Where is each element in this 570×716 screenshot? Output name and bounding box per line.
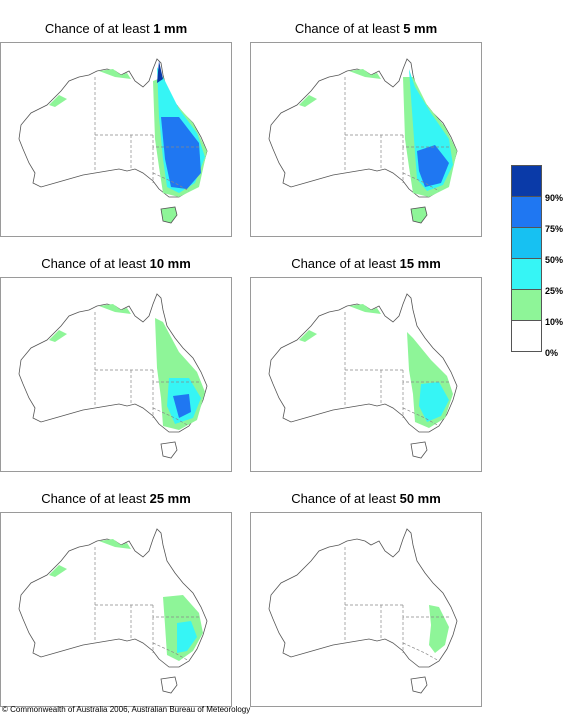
legend-label-25: 25% bbox=[545, 286, 564, 296]
legend-swatch-75 bbox=[511, 196, 542, 228]
australia-map bbox=[250, 277, 482, 472]
legend-swatch-25 bbox=[511, 258, 542, 290]
legend-swatch-50 bbox=[511, 227, 542, 259]
panel-title: Chance of at least 25 mm bbox=[41, 491, 191, 506]
legend-label-10: 10% bbox=[545, 317, 564, 327]
australia-map bbox=[0, 512, 232, 707]
panel-title: Chance of at least 1 mm bbox=[44, 21, 188, 36]
legend-swatch-90 bbox=[511, 165, 542, 197]
legend-swatch-0 bbox=[511, 320, 542, 352]
australia-map bbox=[0, 277, 232, 472]
legend-label-0: 0% bbox=[545, 348, 559, 358]
legend-label-50: 50% bbox=[545, 255, 564, 265]
australia-map bbox=[250, 42, 482, 237]
australia-map bbox=[250, 512, 482, 707]
legend-label-75: 75% bbox=[545, 224, 564, 234]
panel-title: Chance of at least 10 mm bbox=[41, 256, 191, 271]
legend-swatch-10 bbox=[511, 289, 542, 321]
australia-map bbox=[0, 42, 232, 237]
legend-label-90: 90% bbox=[545, 193, 564, 203]
panel-title: Chance of at least 5 mm bbox=[294, 21, 438, 36]
copyright-notice: © Commonwealth of Australia 2006, Austra… bbox=[2, 705, 251, 714]
panel-title: Chance of at least 50 mm bbox=[291, 491, 441, 506]
panel-title: Chance of at least 15 mm bbox=[291, 256, 441, 271]
